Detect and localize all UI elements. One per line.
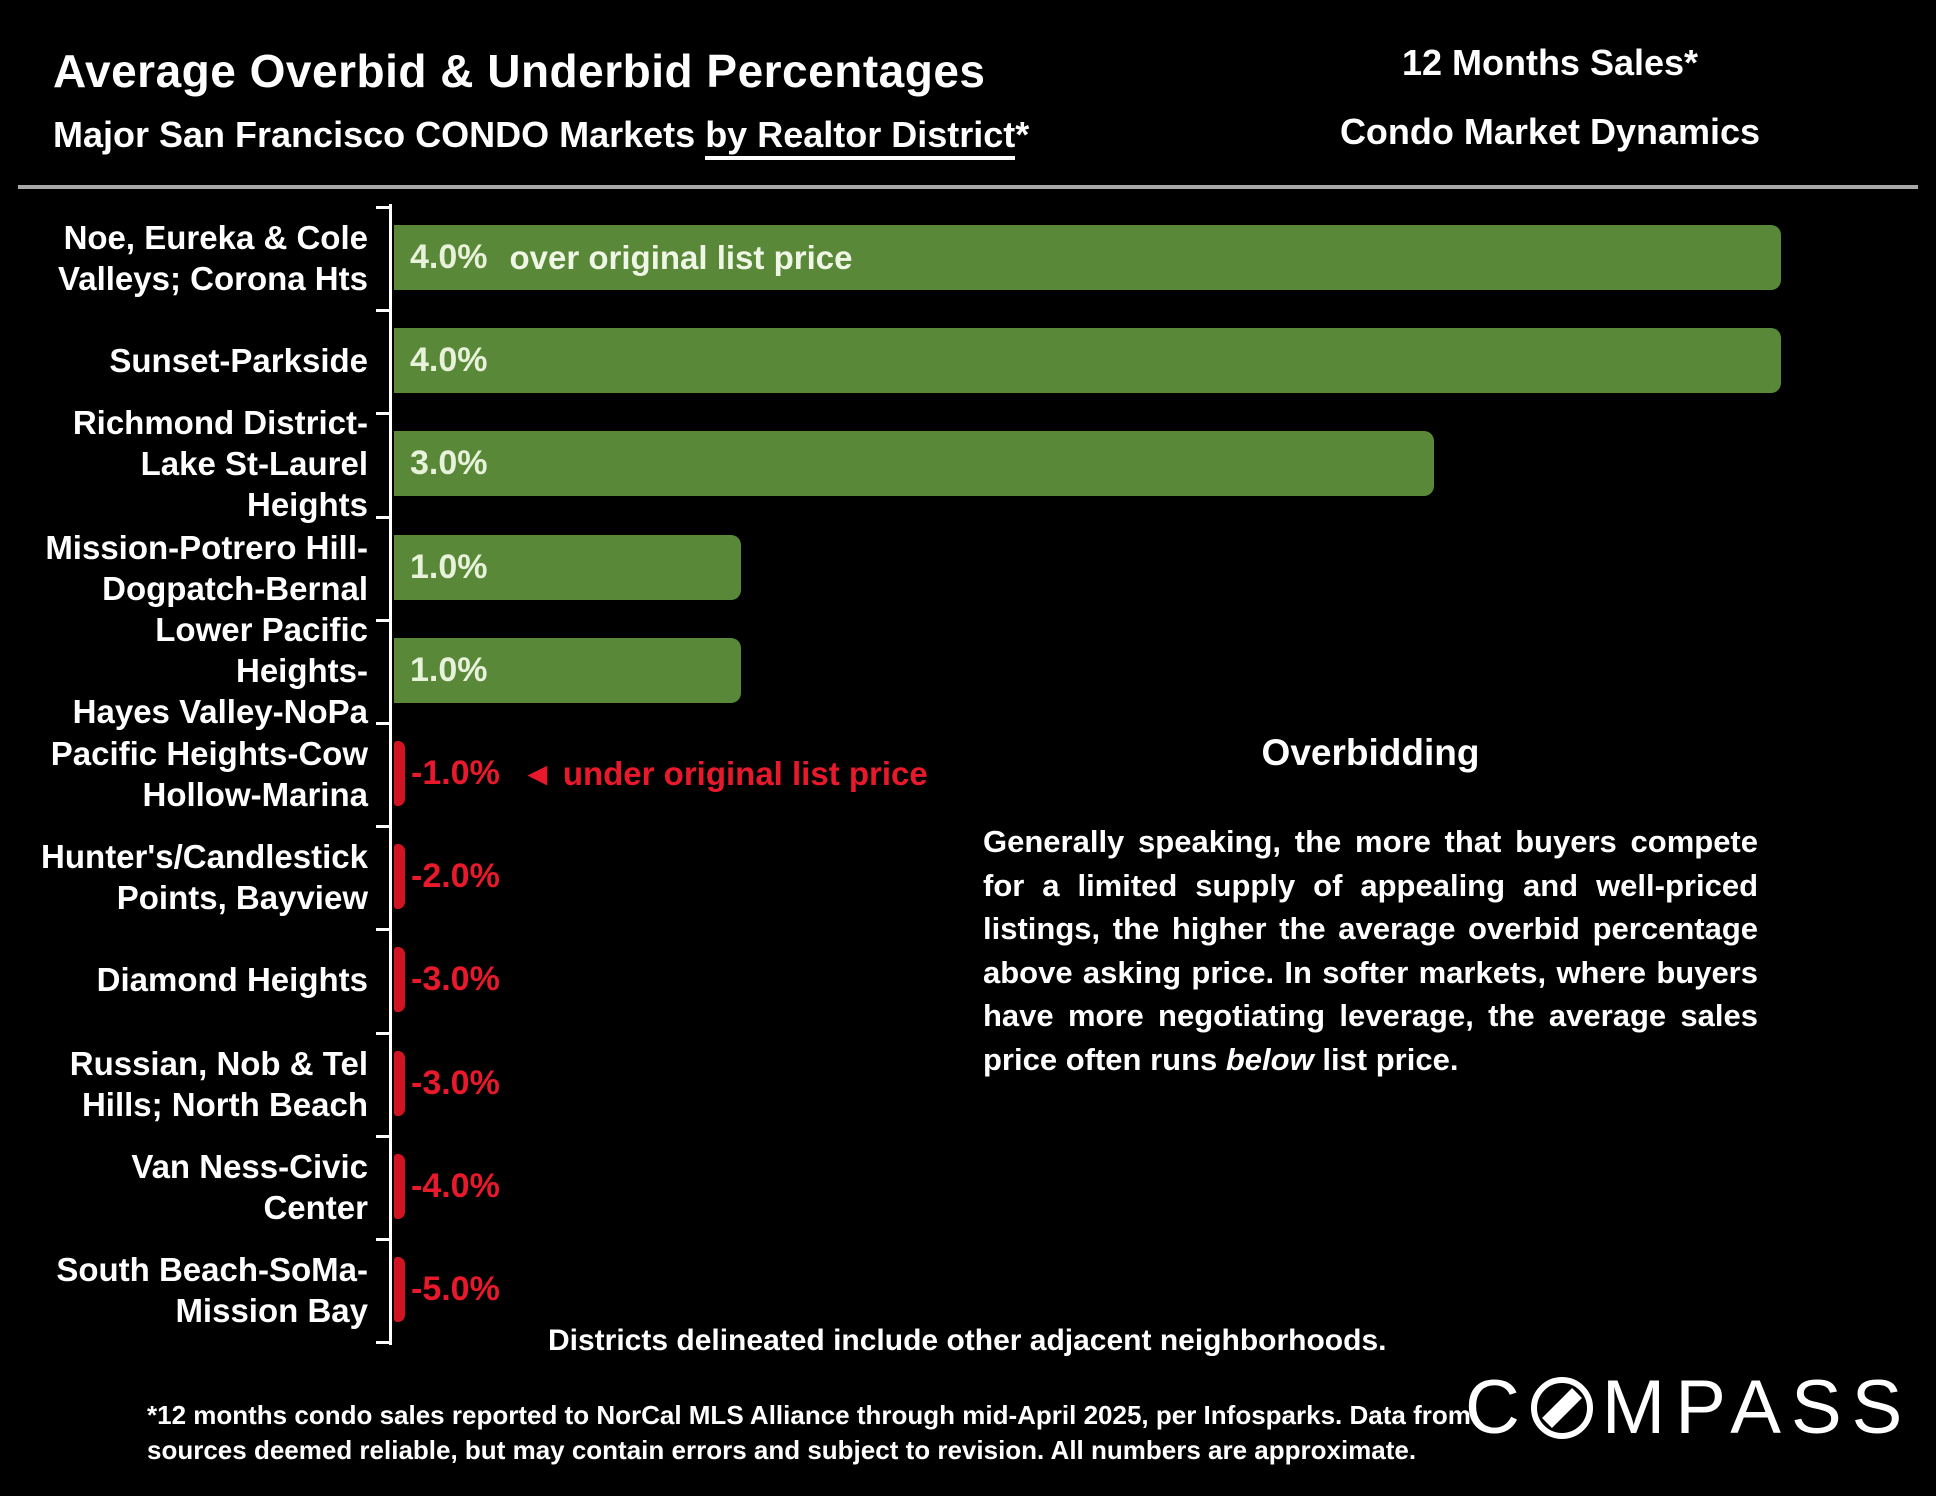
axis-tick bbox=[376, 1341, 390, 1344]
districts-note: Districts delineated include other adjac… bbox=[548, 1324, 1387, 1357]
category-label: Van Ness-Civic Center bbox=[131, 1147, 368, 1226]
bar-negative bbox=[394, 844, 405, 909]
bar-value-label: 3.0% bbox=[410, 444, 488, 482]
right-header: 12 Months Sales* Condo Market Dynamics bbox=[1200, 42, 1900, 153]
bar-negative bbox=[394, 741, 405, 806]
bar-value-label: 1.0% bbox=[410, 548, 488, 586]
category-label: Russian, Nob & Tel Hills; North Beach bbox=[69, 1044, 368, 1123]
subtitle-prefix: Major San Francisco CONDO Markets bbox=[53, 114, 706, 155]
footnote: *12 months condo sales reported to NorCa… bbox=[147, 1398, 1471, 1468]
compass-icon bbox=[1530, 1377, 1593, 1439]
axis-tick bbox=[376, 309, 390, 312]
overbidding-heading: Overbidding bbox=[1261, 732, 1480, 773]
category-label: Sunset-Parkside bbox=[109, 342, 368, 379]
category-label: Mission-Potrero Hill- Dogpatch-Bernal bbox=[45, 528, 368, 607]
category-label: Diamond Heights bbox=[96, 961, 368, 998]
bar-negative bbox=[394, 1051, 405, 1116]
axis-tick bbox=[376, 1032, 390, 1035]
category-label: Hunter's/Candlestick Points, Bayview bbox=[41, 837, 368, 916]
bar-value-label: -5.0% bbox=[411, 1270, 500, 1308]
bar-value-label: -3.0% bbox=[411, 960, 500, 998]
axis-tick bbox=[376, 516, 390, 519]
category-label: Richmond District- Lake St-Laurel Heights bbox=[72, 404, 368, 523]
bar-value-label: 4.0% bbox=[410, 238, 488, 276]
overbidding-text-2: list price. bbox=[1313, 1041, 1459, 1077]
logo-text-prefix: C bbox=[1465, 1365, 1530, 1450]
category-label: Noe, Eureka & Cole Valleys; Corona Hts bbox=[58, 218, 368, 297]
bar-value-label: -3.0% bbox=[411, 1064, 500, 1102]
bar-value-label: 4.0% bbox=[410, 341, 488, 379]
bar-value-label: 1.0% bbox=[410, 651, 488, 689]
axis-tick bbox=[376, 412, 390, 415]
right-header-line2: Condo Market Dynamics bbox=[1339, 111, 1761, 152]
right-header-line1: 12 Months Sales* bbox=[1401, 42, 1699, 83]
bar-negative bbox=[394, 1257, 405, 1322]
axis-tick bbox=[376, 928, 390, 931]
bar-value-label: -1.0% bbox=[411, 754, 500, 792]
axis-tick bbox=[376, 206, 390, 209]
under-list-price-annotation: ◄ under original list price bbox=[521, 754, 928, 792]
bar-positive: 4.0% over original list price bbox=[394, 225, 1781, 290]
subtitle-underlined: by Realtor District bbox=[705, 114, 1016, 160]
overbidding-paragraph: Generally speaking, the more that buyers… bbox=[983, 820, 1758, 1081]
footnote-line2: sources deemed reliable, but may contain… bbox=[147, 1435, 1417, 1465]
page-title: Average Overbid & Underbid Percentages bbox=[53, 45, 986, 97]
logo-text-suffix: MPASS bbox=[1601, 1365, 1913, 1450]
bar-positive: 3.0% bbox=[394, 431, 1434, 496]
header-divider bbox=[18, 185, 1918, 189]
category-label: Lower Pacific Heights- Hayes Valley-NoPa bbox=[72, 611, 368, 730]
bar-negative bbox=[394, 947, 405, 1012]
axis-tick bbox=[376, 825, 390, 828]
bar-value-label: -4.0% bbox=[411, 1167, 500, 1205]
chart-axis-line bbox=[389, 204, 392, 1345]
over-list-price-annotation: over original list price bbox=[509, 238, 853, 276]
bar-negative bbox=[394, 1154, 405, 1219]
bar-positive: 1.0% bbox=[394, 535, 741, 600]
axis-tick bbox=[376, 1135, 390, 1138]
footnote-line1: *12 months condo sales reported to NorCa… bbox=[147, 1400, 1471, 1430]
axis-tick bbox=[376, 619, 390, 622]
bar-value-label: -2.0% bbox=[411, 857, 500, 895]
category-label: South Beach-SoMa- Mission Bay bbox=[56, 1250, 368, 1329]
page-subtitle: Major San Francisco CONDO Markets by Rea… bbox=[53, 114, 1030, 160]
category-label: Pacific Heights-Cow Hollow-Marina bbox=[50, 734, 368, 813]
bar-positive: 4.0% bbox=[394, 328, 1781, 393]
subtitle-asterisk: * bbox=[1015, 114, 1030, 155]
axis-tick bbox=[376, 1238, 390, 1241]
overbidding-text-italic: below bbox=[1225, 1041, 1314, 1077]
compass-logo: C MPASS bbox=[1465, 1365, 1913, 1450]
bar-positive: 1.0% bbox=[394, 638, 741, 703]
axis-tick bbox=[376, 722, 390, 725]
overbidding-text-1: Generally speaking, the more that buyers… bbox=[983, 824, 1758, 1077]
